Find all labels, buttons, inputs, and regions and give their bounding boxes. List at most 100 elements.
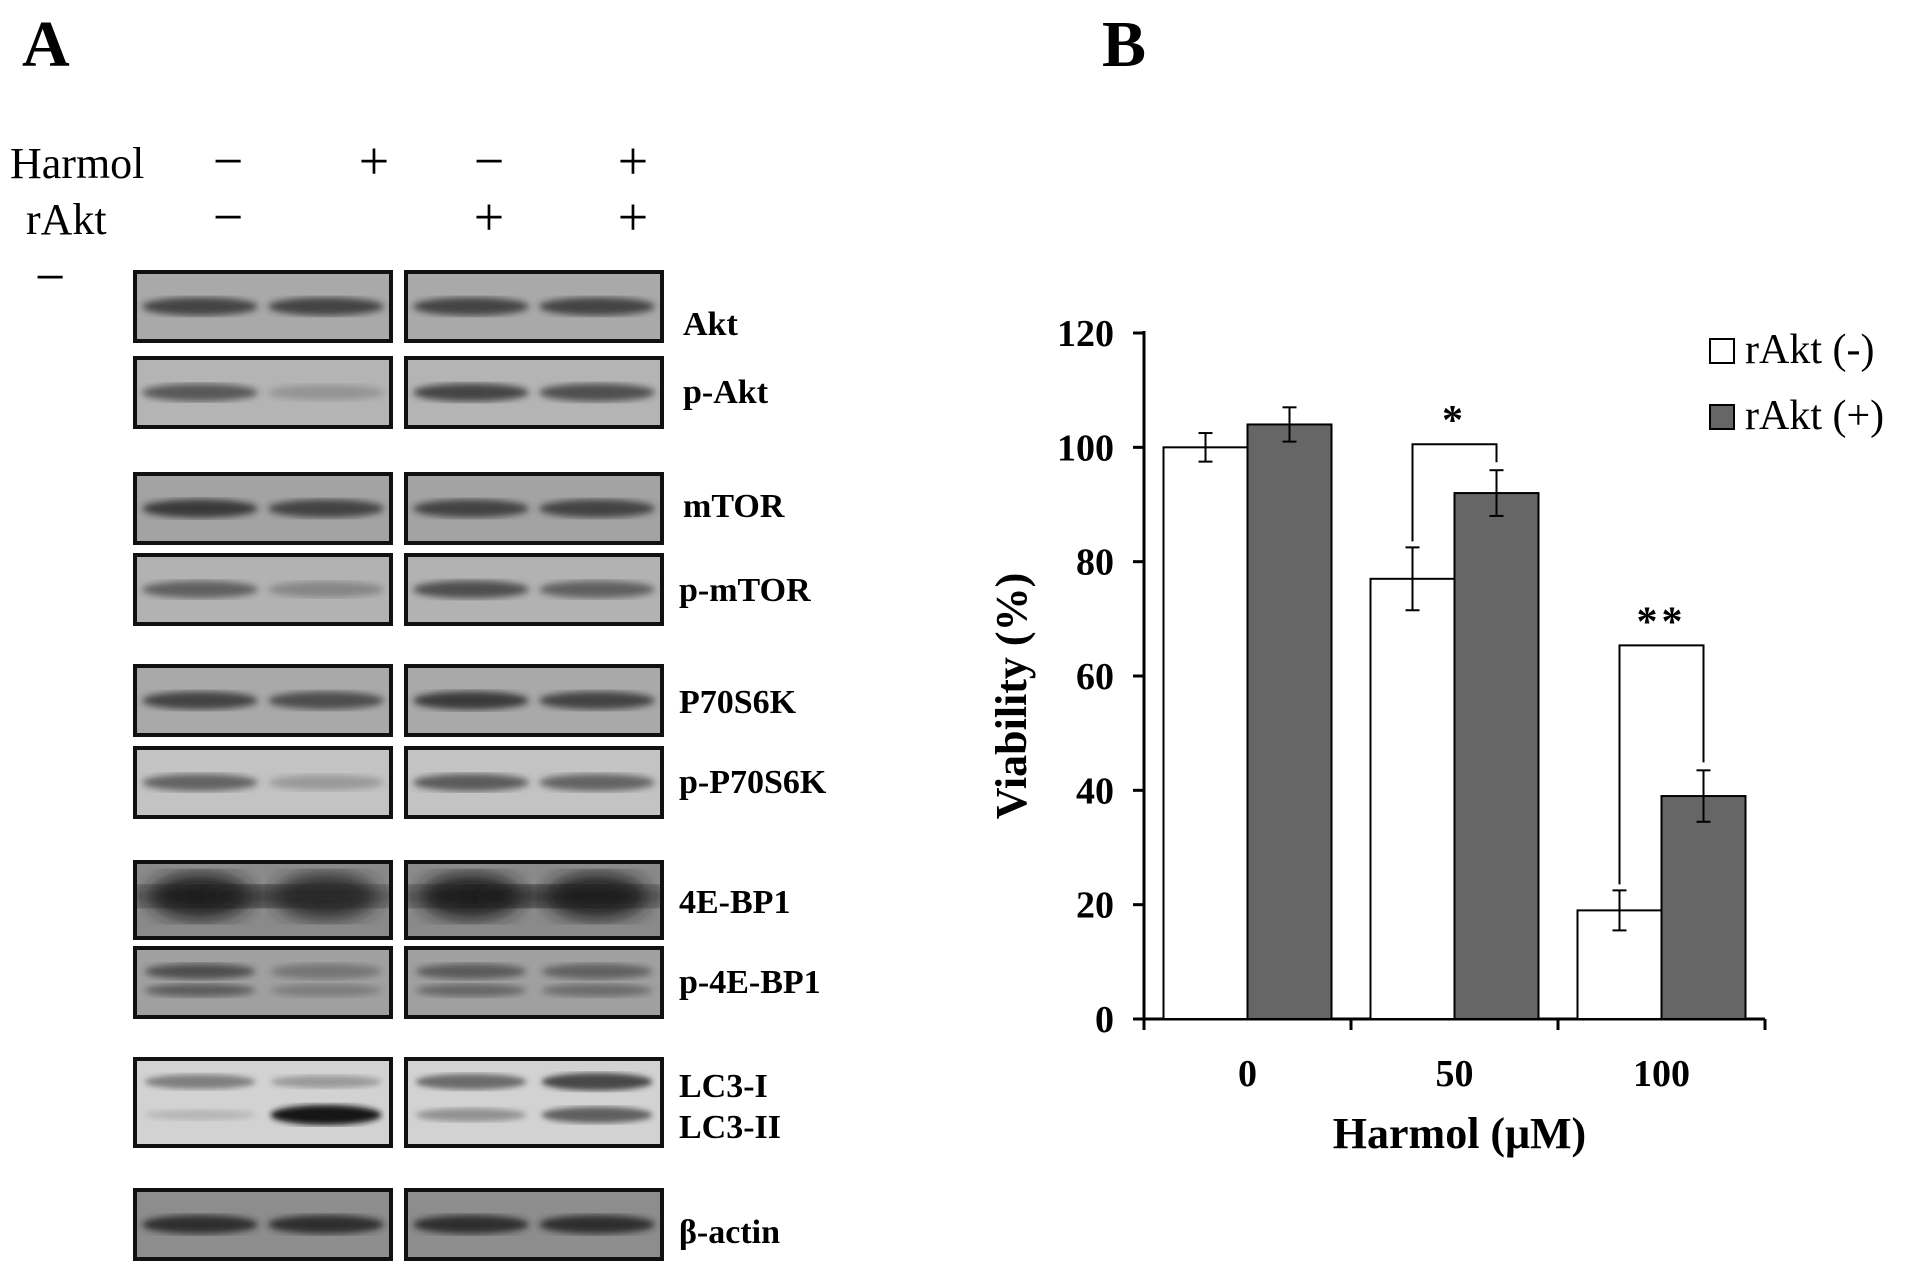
- condition-symbol: +: [473, 187, 505, 247]
- blot-band: [541, 983, 653, 997]
- blot-band: [270, 963, 382, 980]
- panel-a-label: A: [22, 8, 70, 81]
- blot-label: 4E-BP1: [679, 884, 791, 921]
- bar: [1246, 423, 1333, 1020]
- blot-box: [404, 553, 664, 626]
- condition-symbol: −: [473, 131, 505, 191]
- blot-label: p-mTOR: [679, 572, 811, 609]
- condition-symbol: −: [212, 131, 244, 191]
- blot-band: [415, 1073, 527, 1090]
- blot-label: P70S6K: [679, 684, 797, 721]
- condition-symbol: +: [358, 131, 390, 191]
- y-tick-label: 0: [1095, 999, 1114, 1041]
- blot-band: [413, 1215, 529, 1234]
- blot-band: [142, 691, 258, 710]
- significance-bracket: [1411, 443, 1498, 542]
- condition-symbol: +: [617, 131, 649, 191]
- x-tick-label: 0: [1238, 1053, 1257, 1095]
- blot-band: [476, 886, 660, 907]
- x-tick-label: 100: [1633, 1053, 1690, 1095]
- blot-band: [413, 297, 529, 316]
- blot-label-label-i: LC3-I: [679, 1068, 768, 1105]
- blot-band: [142, 773, 258, 792]
- blot-box: [133, 472, 393, 545]
- y-tick-label: 20: [1076, 885, 1114, 927]
- blot-band: [270, 1075, 382, 1089]
- blot-band: [205, 886, 389, 907]
- blot-band: [415, 983, 527, 997]
- blot-band: [268, 297, 384, 316]
- blot-box: [133, 946, 393, 1019]
- blot-band: [268, 691, 384, 710]
- bar: [1453, 492, 1540, 1021]
- blot-box: [404, 746, 664, 819]
- blot-band: [413, 499, 529, 518]
- blot-label: β-actin: [679, 1214, 781, 1251]
- blot-box: [404, 270, 664, 343]
- condition-symbol: −: [212, 187, 244, 247]
- blot-band: [142, 580, 258, 599]
- blot-band: [539, 383, 655, 402]
- blot-band: [539, 691, 655, 710]
- blot-band: [142, 383, 258, 402]
- legend-label: rAkt (+): [1745, 393, 1884, 439]
- blot-label-label-ii: LC3-II: [679, 1109, 782, 1146]
- significance-marker: **: [1637, 599, 1687, 645]
- blot-box: [133, 356, 393, 429]
- blot-box: [133, 860, 393, 940]
- blot-band: [541, 1072, 653, 1091]
- stray-minus-symbol: −: [34, 247, 66, 307]
- blot-band: [541, 963, 653, 980]
- y-axis-title: Viability (%): [987, 573, 1036, 819]
- significance-marker: *: [1442, 398, 1467, 444]
- x-axis-title: Harmol (μM): [1333, 1109, 1586, 1158]
- blot-band: [539, 297, 655, 316]
- blot-band: [142, 499, 258, 518]
- blot-band: [270, 983, 382, 997]
- blot-box: [133, 664, 393, 737]
- blot-box: [404, 1188, 664, 1261]
- blot-box-lc3: [404, 1057, 664, 1148]
- blot-band: [144, 963, 256, 980]
- blot-band: [268, 774, 384, 791]
- blot-band: [541, 1106, 653, 1124]
- blot-box: [404, 946, 664, 1019]
- blot-band: [415, 963, 527, 980]
- blot-label: p-Akt: [683, 374, 769, 411]
- blot-band: [270, 1104, 382, 1125]
- blot-box: [404, 472, 664, 545]
- blot-label: p-P70S6K: [679, 764, 827, 801]
- blot-box-lc3: [133, 1057, 393, 1148]
- blot-band: [413, 580, 529, 599]
- y-tick-label: 80: [1076, 542, 1114, 584]
- legend-swatch: [1709, 404, 1735, 430]
- legend-label: rAkt (-): [1745, 327, 1874, 373]
- bar: [1162, 446, 1249, 1021]
- panel-b-label: B: [1102, 8, 1147, 81]
- blot-box: [133, 553, 393, 626]
- blot-band: [144, 1109, 256, 1121]
- legend-swatch: [1709, 338, 1735, 364]
- blot-band: [413, 383, 529, 402]
- blot-box: [133, 746, 393, 819]
- y-tick-label: 100: [1057, 427, 1114, 469]
- x-tick-label: 50: [1436, 1053, 1474, 1095]
- y-tick-label: 120: [1057, 313, 1114, 355]
- blot-band: [144, 1074, 256, 1090]
- blot-band: [268, 499, 384, 518]
- blot-box: [133, 270, 393, 343]
- blot-band: [142, 297, 258, 316]
- blot-band: [144, 983, 256, 997]
- blot-band: [268, 1215, 384, 1234]
- condition-label-rakt: rAkt: [26, 195, 107, 244]
- blot-band: [539, 499, 655, 518]
- blot-band: [415, 1108, 527, 1122]
- y-tick-label: 40: [1076, 770, 1114, 812]
- condition-label-harmol: Harmol: [10, 139, 145, 188]
- condition-symbol: +: [617, 187, 649, 247]
- blot-label: p-4E-BP1: [679, 964, 821, 1001]
- blot-box: [404, 664, 664, 737]
- blot-box: [404, 860, 664, 940]
- blot-band: [268, 581, 384, 598]
